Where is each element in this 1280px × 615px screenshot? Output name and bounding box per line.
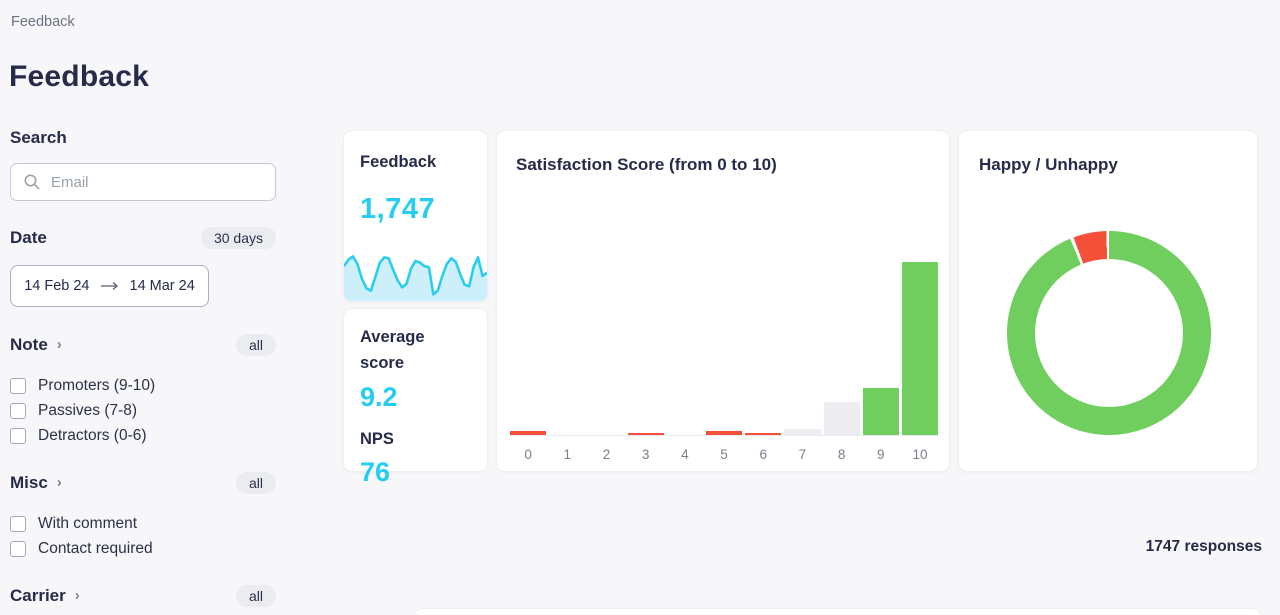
checkbox-label: Contact required xyxy=(38,540,153,557)
x-tick-label: 4 xyxy=(681,447,689,462)
date-label: Date xyxy=(10,228,47,247)
happy-unhappy-card: Happy / Unhappy xyxy=(958,130,1258,472)
bar-score-7 xyxy=(784,429,821,435)
feedback-count-card: Feedback 1,747 xyxy=(343,130,488,302)
satisfaction-score-card: Satisfaction Score (from 0 to 10) 0 1 2 3 4 5… xyxy=(496,130,950,472)
note-section-toggle[interactable]: Note › xyxy=(10,335,62,355)
breadcrumb[interactable]: Feedback xyxy=(11,14,75,30)
checkbox-contact-required[interactable]: Contact required xyxy=(10,540,276,558)
search-icon xyxy=(24,174,40,190)
nps-label: NPS xyxy=(360,430,394,449)
carrier-filter-badge: all xyxy=(235,585,276,607)
feedback-card-title: Feedback xyxy=(360,153,437,171)
x-tick-label: 1 xyxy=(563,447,572,462)
x-tick-label: 8 xyxy=(837,447,846,462)
x-tick-label: 2 xyxy=(602,447,611,462)
carrier-label: Carrier xyxy=(10,586,66,605)
x-tick-label: 3 xyxy=(641,447,650,462)
nps-value: 76 xyxy=(360,456,391,487)
chevron-right-icon: › xyxy=(56,473,62,491)
bar-score-0 xyxy=(510,431,547,435)
x-tick-label: 5 xyxy=(720,447,728,462)
x-tick-label: 10 xyxy=(912,447,928,462)
filters-sidebar: Search Date 30 days 14 Feb 24 14 Mar 24 … xyxy=(10,128,276,607)
checkbox-promoters[interactable]: Promoters (9-10) xyxy=(10,377,276,395)
date-range-picker[interactable]: 14 Feb 24 14 Mar 24 xyxy=(10,265,209,307)
arrow-right-icon xyxy=(100,282,118,290)
bar-score-10 xyxy=(901,262,939,435)
average-score-title: Average score xyxy=(360,328,425,372)
search-field-wrapper xyxy=(10,163,276,201)
satisfaction-x-axis-labels: 0 1 2 3 4 5 6 7 8 9 10 xyxy=(510,447,938,462)
misc-section-toggle[interactable]: Misc › xyxy=(10,473,62,493)
happy-unhappy-donut-chart xyxy=(1007,231,1211,435)
checkbox-label: Promoters (9-10) xyxy=(38,377,156,394)
checkbox-icon[interactable] xyxy=(10,378,26,394)
checkbox-label: Detractors (0-6) xyxy=(38,427,147,444)
search-label: Search xyxy=(10,128,67,147)
x-tick-label: 6 xyxy=(759,447,767,462)
checkbox-icon[interactable] xyxy=(10,428,26,444)
average-score-card: Average score 9.2 NPS 76 xyxy=(343,308,488,487)
page-title: Feedback xyxy=(9,60,149,93)
responses-count: 1747 responses xyxy=(1145,538,1262,555)
note-checkbox-group: Promoters (9-10) Passives (7-8) Detracto… xyxy=(10,377,276,445)
date-to: 14 Mar 24 xyxy=(129,278,195,294)
search-input[interactable] xyxy=(51,173,263,191)
feedback-count-value: 1,747 xyxy=(360,193,436,225)
bar-score-5 xyxy=(705,431,743,435)
date-from: 14 Feb 24 xyxy=(24,278,90,294)
bar-score-3 xyxy=(627,433,664,435)
responses-table-card-edge xyxy=(413,608,1262,615)
chevron-right-icon: › xyxy=(74,586,80,604)
bar-score-6 xyxy=(745,433,782,435)
checkbox-detractors[interactable]: Detractors (0-6) xyxy=(10,427,276,445)
note-filter-badge: all xyxy=(235,334,276,356)
satisfaction-chart-title: Satisfaction Score (from 0 to 10) xyxy=(516,155,777,174)
happy-unhappy-title: Happy / Unhappy xyxy=(979,155,1118,174)
misc-filter-badge: all xyxy=(235,472,276,494)
date-period-badge: 30 days xyxy=(200,227,276,249)
chevron-right-icon: › xyxy=(56,335,62,353)
note-label: Note xyxy=(10,335,48,354)
bar-score-9 xyxy=(862,388,899,435)
checkbox-with-comment[interactable]: With comment xyxy=(10,515,276,533)
checkbox-icon[interactable] xyxy=(10,516,26,532)
checkbox-label: With comment xyxy=(38,515,138,532)
checkbox-label: Passives (7-8) xyxy=(38,402,138,419)
misc-checkbox-group: With comment Contact required xyxy=(10,515,276,558)
bar-score-8 xyxy=(823,402,860,435)
average-score-value: 9.2 xyxy=(360,382,398,413)
feedback-sparkline-chart xyxy=(344,249,487,301)
satisfaction-bar-chart xyxy=(510,261,939,436)
x-tick-label: 0 xyxy=(524,447,532,462)
x-tick-label: 7 xyxy=(798,447,807,462)
carrier-section-toggle[interactable]: Carrier › xyxy=(10,586,80,606)
checkbox-icon[interactable] xyxy=(10,403,26,419)
checkbox-passives[interactable]: Passives (7-8) xyxy=(10,402,276,420)
misc-label: Misc xyxy=(10,473,48,492)
checkbox-icon[interactable] xyxy=(10,541,26,557)
donut-hole xyxy=(1035,259,1183,407)
x-tick-label: 9 xyxy=(877,447,885,462)
